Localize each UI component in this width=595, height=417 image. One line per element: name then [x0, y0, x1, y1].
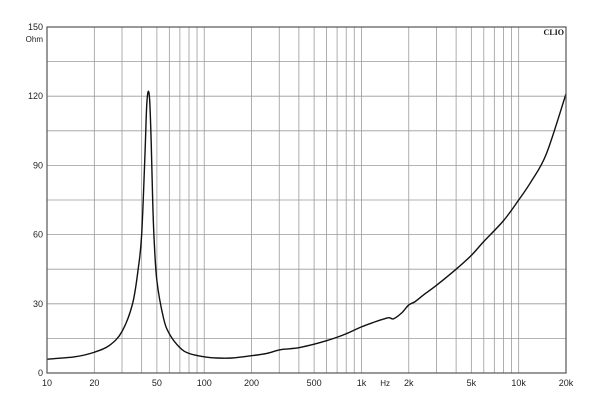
y-tick-label: 90: [33, 160, 43, 170]
y-axis-tick-labels: 0 30 60 90 120 150: [28, 22, 43, 378]
y-tick-label: 30: [33, 299, 43, 309]
x-tick-label: 20: [89, 378, 99, 388]
x-tick-label: 1k: [357, 378, 367, 388]
chart-series: [46, 90, 567, 360]
y-tick-label: 60: [33, 230, 43, 240]
y-tick-label: 0: [38, 368, 43, 378]
brand-label: CLIO: [544, 28, 564, 37]
x-axis-tick-labels: 10 20 50 100 200 500 1k 2k 5k 10k 20k: [42, 378, 574, 388]
x-tick-label: 2k: [404, 378, 414, 388]
x-tick-label: 100: [197, 378, 212, 388]
x-tick-label: 10: [42, 378, 52, 388]
impedance-curve: [46, 90, 567, 360]
x-tick-label: 50: [152, 378, 162, 388]
x-tick-label: 10k: [511, 378, 526, 388]
x-tick-label: 5k: [467, 378, 477, 388]
x-axis-label: Hz: [380, 379, 390, 388]
x-tick-label: 200: [244, 378, 259, 388]
y-axis-label: Ohm: [26, 35, 44, 44]
plot-border: [46, 26, 567, 374]
x-tick-label: 500: [307, 378, 322, 388]
chart-grid: [46, 26, 567, 374]
y-tick-label: 120: [28, 91, 43, 101]
y-tick-label: 150: [28, 22, 43, 32]
x-tick-label: 20k: [559, 378, 574, 388]
